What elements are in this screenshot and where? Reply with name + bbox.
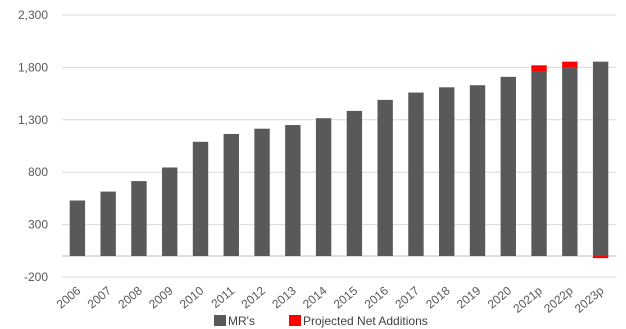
legend-swatch-projected-net-additions bbox=[289, 315, 301, 326]
bar-mrs-2016 bbox=[377, 99, 393, 257]
bar-projected-net-additions-2022p bbox=[562, 61, 578, 68]
bar-mrs-2008 bbox=[131, 181, 147, 257]
legend-label-mrs: MR's bbox=[228, 314, 255, 328]
legend-label-projected-net-additions: Projected Net Additions bbox=[303, 314, 428, 328]
bar-mrs-2009 bbox=[162, 167, 178, 257]
x-tick-label: 2020 bbox=[485, 283, 515, 311]
y-axis: -200 300 800 1,300 1,800 2,300 bbox=[18, 8, 48, 284]
x-tick-label: 2006 bbox=[54, 283, 84, 311]
bar-mrs-2011 bbox=[223, 133, 239, 257]
legend: MR's Projected Net Additions bbox=[214, 314, 428, 328]
y-tick-label: 1,300 bbox=[18, 113, 48, 127]
bar-mrs-2023p bbox=[592, 61, 609, 257]
bar-mrs-2014 bbox=[315, 118, 332, 257]
x-tick-label: 2007 bbox=[85, 283, 115, 311]
bar-mrs-2013 bbox=[285, 125, 301, 257]
x-tick-label: 2011 bbox=[208, 283, 237, 311]
legend-swatch-mrs bbox=[214, 315, 226, 326]
bar-mrs-2019 bbox=[469, 85, 486, 257]
y-tick-label: -200 bbox=[24, 270, 48, 284]
y-tick-label: 800 bbox=[28, 165, 48, 179]
x-tick-label: 2016 bbox=[362, 283, 392, 311]
x-tick-label: 2013 bbox=[269, 283, 299, 311]
bar-mrs-2022p bbox=[562, 67, 578, 257]
gridlines bbox=[62, 14, 616, 278]
bar-mrs-2012 bbox=[254, 128, 270, 257]
x-tick-label: 2012 bbox=[239, 283, 269, 311]
x-tick-label: 2023p bbox=[572, 283, 607, 315]
x-tick-label: 2015 bbox=[331, 283, 361, 311]
bar-mrs-2018 bbox=[439, 87, 455, 257]
bar-mrs-2017 bbox=[408, 92, 424, 257]
bar-projected-net-additions-2021p bbox=[531, 65, 547, 72]
bar-mrs-2021p bbox=[531, 71, 547, 257]
y-tick-label: 1,800 bbox=[18, 60, 48, 74]
bars bbox=[69, 61, 609, 259]
bar-projected-net-additions-2023p bbox=[592, 256, 609, 259]
x-tick-label: 2019 bbox=[454, 283, 484, 311]
y-tick-label: 300 bbox=[28, 218, 48, 232]
x-tick-label: 2021p bbox=[510, 283, 545, 315]
x-tick-label: 2018 bbox=[423, 283, 453, 311]
bar-mrs-2015 bbox=[346, 110, 363, 257]
x-tick-label: 2022p bbox=[541, 283, 576, 315]
bar-mrs-2006 bbox=[69, 200, 86, 257]
x-tick-label: 2009 bbox=[146, 283, 176, 311]
x-axis: 2006 2007 2008 2009 2010 2011 2012 2013 2014 2015… bbox=[54, 283, 607, 315]
x-tick-label: 2010 bbox=[177, 283, 207, 311]
x-tick-label: 2014 bbox=[300, 283, 330, 311]
y-tick-label: 2,300 bbox=[18, 8, 48, 22]
bar-mrs-2010 bbox=[192, 141, 209, 257]
x-tick-label: 2017 bbox=[392, 283, 422, 311]
bar-mrs-2020 bbox=[500, 76, 516, 257]
x-tick-label: 2008 bbox=[115, 283, 145, 311]
bar-mrs-2007 bbox=[100, 191, 116, 257]
